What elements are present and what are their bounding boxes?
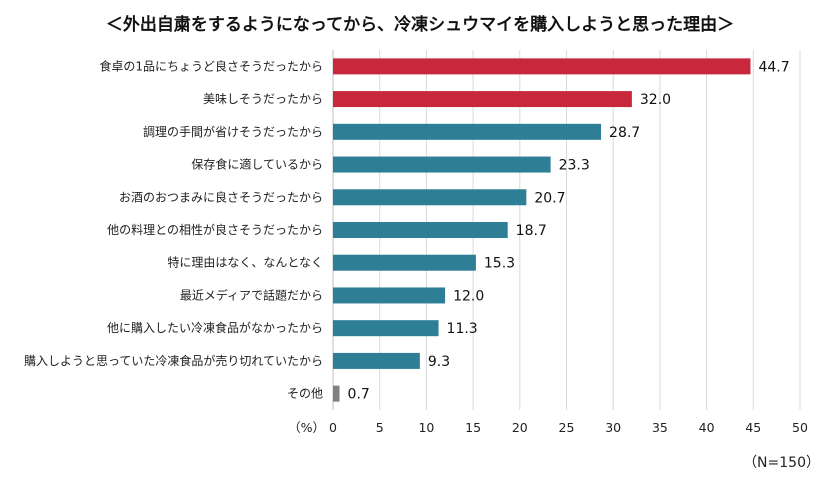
bar bbox=[333, 189, 527, 206]
value-label: 44.7 bbox=[758, 59, 789, 75]
x-tick-label: 10 bbox=[418, 420, 434, 435]
category-label: 他の料理との相性が良さそうだったから bbox=[107, 222, 323, 237]
category-label: その他 bbox=[287, 387, 323, 401]
bar bbox=[333, 385, 340, 402]
value-label: 9.3 bbox=[428, 354, 450, 370]
x-axis-unit: （%） bbox=[288, 420, 325, 435]
value-label: 20.7 bbox=[534, 190, 565, 206]
category-label: 保存食に適しているから bbox=[191, 157, 323, 172]
x-tick-label: 15 bbox=[465, 420, 481, 435]
x-tick-label: 20 bbox=[512, 420, 528, 435]
x-tick-label: 5 bbox=[376, 420, 384, 435]
category-labels: 食卓の1品にちょうど良さそうだったから美味しそうだったから調理の手間が省けそうだ… bbox=[24, 58, 323, 400]
bar bbox=[333, 222, 508, 238]
bar bbox=[333, 156, 551, 173]
value-label: 28.7 bbox=[609, 125, 640, 141]
x-tick-label: 35 bbox=[652, 420, 668, 435]
x-tick-label: 40 bbox=[699, 420, 715, 435]
sample-size-note: （N=150） bbox=[743, 455, 820, 471]
bar bbox=[333, 287, 446, 304]
category-label: 他に購入したい冷凍食品がなかったから bbox=[107, 320, 323, 335]
bar bbox=[333, 123, 602, 140]
category-label: 調理の手間が省けそうだったから bbox=[143, 124, 323, 139]
bar bbox=[333, 320, 439, 337]
category-label: 特に理由はなく、なんとなく bbox=[167, 255, 323, 270]
x-tick-label: 0 bbox=[329, 420, 337, 435]
value-label: 12.0 bbox=[453, 288, 484, 304]
x-tick-label: 25 bbox=[559, 420, 575, 435]
bars bbox=[333, 58, 751, 402]
x-axis-ticks: 0 5 10 15 20 25 30 35 40 45 50 bbox=[329, 420, 808, 435]
value-label: 32.0 bbox=[640, 92, 671, 108]
value-label: 11.3 bbox=[447, 321, 478, 337]
chart-title: ＜外出自粛をするようになってから、冷凍シュウマイを購入しようと思った理由＞ bbox=[105, 15, 735, 35]
bar bbox=[333, 58, 751, 75]
category-label: 美味しそうだったから bbox=[203, 92, 323, 106]
value-labels: 44.7 32.0 28.7 23.3 20.7 18.7 15.312.0 11.3 9.3 0… bbox=[348, 59, 790, 402]
category-label: お酒のおつまみに良さそうだったから bbox=[119, 189, 323, 204]
bar bbox=[333, 352, 420, 369]
value-label: 0.7 bbox=[348, 387, 370, 403]
category-label: 最近メディアで話題だから bbox=[180, 287, 323, 302]
x-tick-label: 50 bbox=[792, 420, 808, 435]
bar bbox=[333, 91, 632, 108]
x-tick-label: 45 bbox=[745, 420, 761, 435]
value-label: 18.7 bbox=[516, 223, 547, 239]
x-tick-label: 30 bbox=[605, 420, 621, 435]
category-label: 食卓の1品にちょうど良さそうだったから bbox=[99, 58, 323, 73]
value-label: 15.3 bbox=[484, 256, 515, 272]
category-label: 購入しようと思っていた冷凍食品が売り切れていたから bbox=[24, 353, 323, 368]
value-label: 23.3 bbox=[559, 158, 590, 174]
bar bbox=[333, 254, 476, 271]
